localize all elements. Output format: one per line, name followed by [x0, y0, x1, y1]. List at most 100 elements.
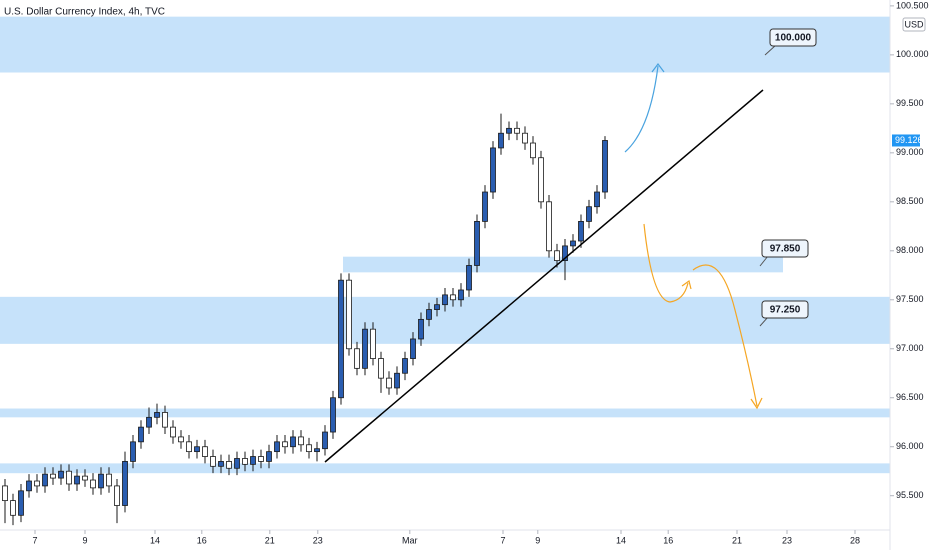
y-tick-label: 97.500 — [896, 294, 924, 304]
candle-body — [402, 358, 408, 374]
candle-body — [266, 451, 272, 462]
candle-body — [394, 372, 400, 389]
x-tick-label: 16 — [197, 535, 207, 545]
candle-body — [458, 289, 464, 301]
candle-body — [218, 461, 224, 467]
candle-body — [562, 245, 568, 261]
y-tick-label: 96.000 — [896, 441, 924, 451]
candle-body — [514, 127, 520, 134]
x-tick-label: 23 — [313, 535, 323, 545]
candle-body — [570, 240, 576, 247]
candle-body — [482, 191, 488, 222]
candle-body — [426, 309, 432, 320]
candle-body — [250, 456, 256, 465]
candle-body — [146, 416, 152, 428]
candle-body — [530, 142, 536, 159]
candle-body — [2, 485, 8, 502]
arrow-head — [750, 397, 763, 410]
arrow — [643, 223, 689, 303]
callout-box — [761, 239, 809, 258]
candle-body — [498, 132, 504, 149]
candle-body — [410, 338, 416, 359]
candle-body — [322, 431, 328, 450]
candle-body — [226, 461, 232, 469]
zone — [0, 463, 890, 474]
candle-body — [10, 500, 16, 516]
chart-title: U.S. Dollar Currency Index, 4h, TVC — [4, 7, 165, 18]
callout-box — [761, 300, 809, 319]
candle-body — [362, 328, 368, 369]
candle-body — [18, 490, 24, 516]
candle-body — [418, 318, 424, 340]
zone — [343, 256, 783, 273]
x-tick-label: 21 — [732, 535, 742, 545]
candle-body — [122, 461, 128, 506]
callout-pointer — [759, 255, 769, 267]
candle-body — [82, 475, 88, 481]
currency-box — [902, 17, 926, 32]
candle-body — [522, 132, 528, 144]
candle-body — [186, 441, 192, 453]
candle-body — [242, 458, 248, 465]
x-tick-label: 9 — [82, 535, 87, 545]
candle-body — [466, 265, 472, 291]
callout-label: 97.850 — [770, 244, 801, 255]
y-tick-label: 96.500 — [896, 392, 924, 402]
candle-body — [42, 473, 48, 487]
candle-body — [66, 470, 72, 485]
last-price-box — [892, 134, 920, 147]
arrow-head — [651, 63, 665, 73]
candle-body — [106, 473, 112, 487]
candle-body — [162, 412, 168, 428]
x-tick-label: 7 — [500, 535, 505, 545]
candle-body — [282, 441, 288, 448]
candle-body — [442, 294, 448, 306]
candle-body — [194, 446, 200, 453]
candle-body — [26, 480, 32, 492]
candle-body — [314, 448, 320, 453]
candle-body — [138, 426, 144, 443]
candle-body — [258, 456, 264, 462]
arrow-head — [681, 279, 692, 290]
candle-body — [594, 191, 600, 208]
candle-body — [386, 377, 392, 389]
candle-body — [602, 140, 608, 193]
candle-body — [586, 206, 592, 222]
candle-body — [506, 127, 512, 134]
candle-body — [58, 470, 64, 479]
candle-body — [338, 279, 344, 399]
last-price: 99.126 — [895, 135, 923, 145]
candle-body — [298, 436, 304, 446]
candle-body — [130, 441, 136, 462]
x-tick-label: 7 — [32, 535, 37, 545]
candle-body — [474, 221, 480, 266]
y-tick-label: 98.000 — [896, 245, 924, 255]
callout-pointer — [764, 44, 777, 56]
candle-body — [74, 475, 80, 485]
candle-body — [114, 485, 120, 506]
candle-body — [378, 358, 384, 379]
callout-box — [769, 28, 817, 47]
candle-body — [578, 221, 584, 242]
x-tick-label: Mar — [402, 535, 418, 545]
x-tick-label: 16 — [663, 535, 673, 545]
y-tick-label: 100.000 — [896, 49, 929, 59]
callout-label: 97.250 — [770, 305, 801, 316]
candle-body — [34, 480, 40, 487]
candle-body — [450, 294, 456, 301]
candle-body — [98, 473, 104, 489]
candle-body — [234, 458, 240, 469]
x-tick-label: 23 — [782, 535, 792, 545]
candle-body — [154, 412, 160, 418]
candle-body — [306, 444, 312, 453]
x-tick-label: 28 — [850, 535, 860, 545]
candle-body — [346, 279, 352, 350]
y-tick-label: 97.000 — [896, 343, 924, 353]
x-tick-label: 9 — [535, 535, 540, 545]
candle-body — [290, 436, 296, 448]
trend-line — [324, 89, 764, 463]
candle-body — [90, 479, 96, 489]
candle-body — [490, 147, 496, 193]
y-tick-label: 100.500 — [896, 0, 929, 10]
y-tick-label: 98.500 — [896, 196, 924, 206]
